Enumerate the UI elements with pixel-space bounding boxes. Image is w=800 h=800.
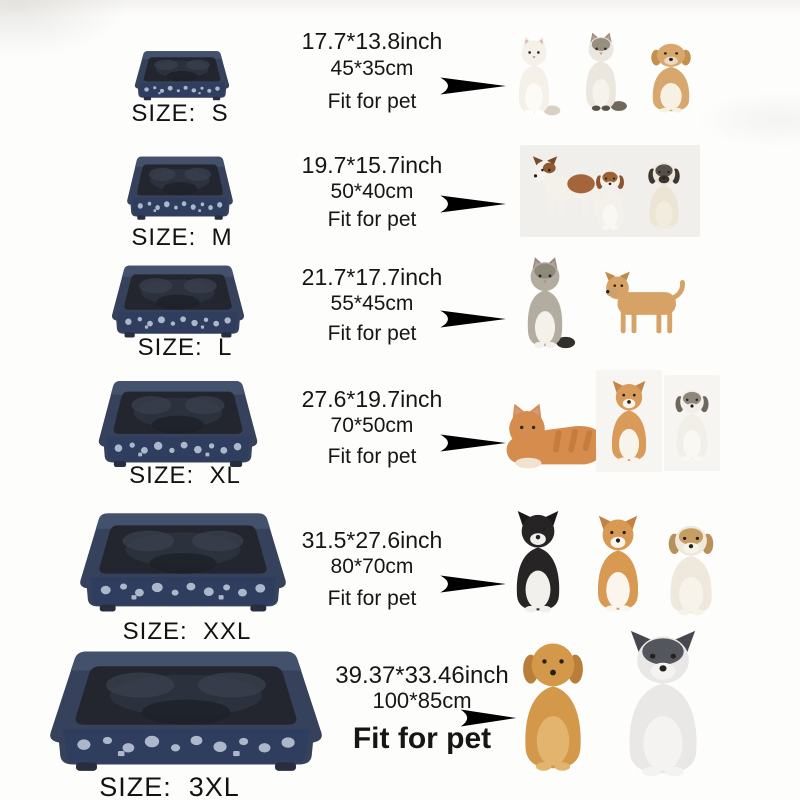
size-label-l: SIZE: L: [137, 334, 233, 361]
terrier-puppy-icon: [666, 379, 718, 469]
chihuahua-icon: [598, 260, 690, 346]
orange-tabby-cat-icon: [498, 397, 610, 475]
corgi-puppy-icon: [600, 376, 658, 468]
jack-russell-puppy-icon: [586, 167, 634, 231]
dimension-cm-xl: 70*50cm: [330, 414, 414, 437]
dimension-cm-xxl: 80*70cm: [330, 555, 414, 578]
size-label-xxl: SIZE: XXL: [122, 618, 252, 645]
dimension-inches-xl: 27.6*19.7inch: [301, 386, 443, 412]
pet-bed-image-m: [124, 150, 236, 222]
dimension-inches-l: 21.7*17.7inch: [301, 264, 443, 290]
fit-for-pet-label-s: Fit for pet: [327, 90, 417, 113]
fit-for-pet-label-xxl: Fit for pet: [327, 587, 417, 610]
puppies-photo: [520, 145, 700, 237]
fit-for-pet-label-m: Fit for pet: [327, 208, 417, 231]
dimension-inches-s: 17.7*13.8inch: [301, 28, 443, 54]
corgi-icon: [584, 511, 652, 617]
white-kitten-icon: [506, 35, 562, 117]
fit-for-pet-label-l: Fit for pet: [327, 322, 417, 345]
pet-bed-image-l: [108, 258, 248, 340]
border-collie-icon: [502, 507, 574, 617]
size-row-3xl: SIZE: 3XL 39.37*33.46inch 100*85cm Fit f…: [0, 625, 800, 800]
dimension-cm-m: 50*40cm: [330, 180, 414, 203]
fit-for-pet-label-3xl: Fit for pet: [352, 722, 492, 755]
dimension-cm-3xl: 100*85cm: [372, 688, 472, 713]
pug-puppy-icon: [638, 159, 690, 231]
dimension-inches-xxl: 31.5*27.6inch: [301, 527, 443, 553]
tan-puppy-icon: [640, 40, 702, 114]
dimension-cm-l: 55*45cm: [330, 292, 414, 315]
husky-icon: [606, 629, 720, 779]
siamese-kitten-icon: [574, 28, 628, 116]
size-row-s: SIZE: S 17.7*13.8inch 45*35cm Fit for pe…: [0, 20, 800, 140]
pet-bed-image-xl: [94, 372, 262, 470]
size-label-xl: SIZE: XL: [129, 462, 241, 489]
gray-white-cat-icon: [510, 256, 580, 350]
golden-retriever-icon: [506, 633, 600, 777]
corgi-photo: [596, 370, 662, 472]
dimension-cm-s: 45*35cm: [330, 57, 414, 80]
pet-bed-image-s: [132, 46, 232, 102]
size-label-m: SIZE: M: [131, 224, 233, 251]
size-row-m: SIZE: M 19.7*15.7inch 50*40cm Fit for pe…: [0, 140, 800, 255]
pet-bed-image-xxl: [74, 503, 292, 615]
dimension-inches-3xl: 39.37*33.46inch: [335, 662, 509, 689]
fit-for-pet-label-xl: Fit for pet: [327, 445, 417, 468]
size-label-3xl: SIZE: 3XL: [99, 772, 240, 800]
size-row-l: SIZE: L 21.7*17.7inch 55*45cm Fit for pe…: [0, 252, 800, 362]
pet-bed-image-3xl: [42, 639, 330, 775]
size-row-xl: SIZE: XL 27.6*19.7inch 70*50cm Fit for p…: [0, 365, 800, 490]
terrier-photo: [664, 375, 720, 471]
dimension-inches-m: 19.7*15.7inch: [301, 152, 443, 178]
size-row-xxl: SIZE: XXL 31.5*27.6inch 80*70cm Fit for …: [0, 495, 800, 645]
size-label-s: SIZE: S: [131, 100, 229, 127]
english-bulldog-icon: [656, 521, 726, 617]
